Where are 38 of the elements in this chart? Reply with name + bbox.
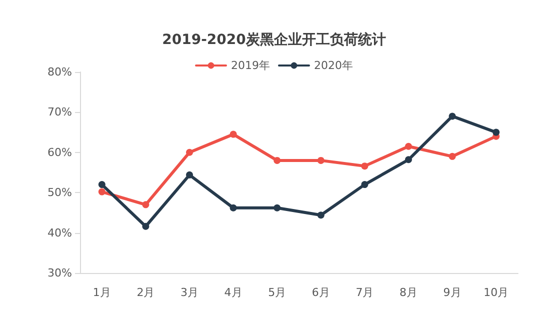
y-tick-label: 60% — [48, 146, 72, 159]
x-tick-label: 6月 — [312, 286, 330, 299]
point — [448, 112, 456, 120]
point — [230, 130, 237, 138]
y-tick-label: 80% — [48, 66, 72, 78]
chart-title: 2019-2020炭黑企业开工负荷统计 — [162, 31, 386, 48]
x-tick-label: 3月 — [180, 286, 198, 299]
point — [317, 212, 324, 219]
point — [405, 142, 412, 150]
x-tick-label: 10月 — [484, 286, 509, 299]
x-tick-label: 5月 — [268, 286, 286, 299]
point — [186, 171, 193, 178]
point — [448, 152, 456, 160]
point — [274, 156, 281, 164]
legend-label: 2020年 — [314, 59, 353, 72]
point — [361, 162, 368, 170]
x-tick-label: 4月 — [224, 286, 242, 299]
x-tick-label: 1月 — [92, 286, 111, 299]
point — [317, 156, 324, 164]
point — [230, 204, 237, 212]
y-tick-label: 70% — [48, 106, 72, 119]
x-tick-label: 2月 — [136, 286, 155, 299]
point — [142, 201, 150, 208]
point — [186, 148, 193, 156]
point — [142, 222, 150, 230]
legend-label: 2019年 — [231, 59, 270, 72]
y-tick-label: 40% — [48, 226, 72, 240]
point — [492, 128, 500, 136]
point — [274, 204, 281, 212]
point — [98, 181, 106, 188]
x-tick-label: 9月 — [443, 286, 462, 299]
y-tick-label: 50% — [48, 186, 72, 200]
point — [405, 156, 412, 164]
x-tick-label: 7月 — [356, 286, 374, 299]
point — [361, 181, 368, 188]
y-tick-label: 30% — [48, 266, 72, 280]
point — [98, 188, 106, 196]
x-tick-label: 8月 — [400, 286, 418, 299]
